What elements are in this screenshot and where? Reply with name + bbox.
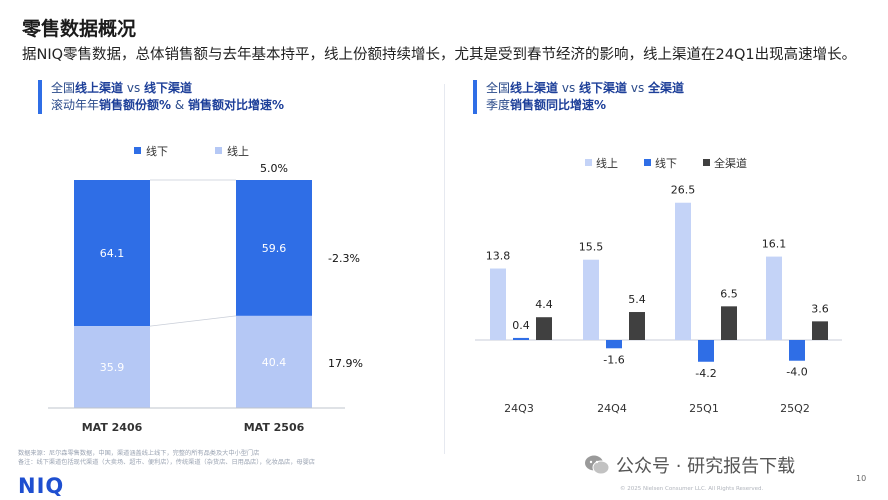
wechat-watermark: 公众号 · 研究报告下载 [584,452,795,478]
bar-0-3 [766,256,782,340]
legend-label-0: 线上 [596,156,618,170]
x-tick-2: 25Q1 [689,402,719,415]
legend-swatch-0 [134,147,141,154]
value-label-0-1: 15.5 [579,241,604,254]
bar-1-2 [698,340,714,362]
bar-1-0 [513,337,529,340]
right-chart-heading: 全国线上渠道 vs 线下渠道 vs 全渠道 季度销售额同比增速% [473,80,684,114]
x-tick-0: MAT 2406 [82,421,143,434]
copyright: © 2025 Nielsen Consumer LLC. All Rights … [620,486,764,492]
bar-2-1 [629,312,645,340]
page-number: 10 [856,474,867,483]
right-heading-line2: 季度销售额同比增速% [486,98,607,112]
label-online-0: 35.9 [100,361,125,374]
label-offline-0: 64.1 [100,247,125,260]
connector-split [149,315,237,327]
bar-offline-0 [74,180,150,327]
left-chart-heading: 全国线上渠道 vs 线下渠道 滚动年年销售额份额% & 销售额对比增速% [38,80,284,114]
growth-offline: -2.3% [328,252,360,265]
wechat-text: 公众号 · 研究报告下载 [616,456,796,477]
legend-swatch-1 [644,159,651,166]
panel-divider [444,84,445,454]
left-heading-line2: 滚动年年销售额份额% & 销售额对比增速% [51,98,285,112]
wechat-icon [585,455,610,475]
legend-label-1: 线上 [227,144,249,158]
value-label-0-0: 13.8 [486,250,511,263]
growth-online: 17.9% [328,357,363,370]
legend-swatch-2 [703,159,710,166]
footnote-line2: 备注：线下渠道包括现代渠道（大卖场、超市、便利店），传统渠道（杂货店、日用品店）… [18,459,315,466]
left-heading-line1: 全国线上渠道 vs 线下渠道 [51,81,193,95]
bar-0-0 [490,268,506,340]
x-tick-3: 25Q2 [780,402,810,415]
bar-1-1 [606,340,622,349]
value-label-1-2: -4.2 [695,367,716,380]
value-label-1-3: -4.0 [786,366,807,379]
label-offline-1: 59.6 [262,242,287,255]
legend-label-2: 全渠道 [714,156,747,170]
value-label-2-2: 6.5 [720,287,738,300]
footnote: 数据来源：尼尔森零售数据，中国，渠道涵盖线上线下，完整的所有品类及大中小型门店 … [18,449,438,467]
footnote-line1: 数据来源：尼尔森零售数据，中国，渠道涵盖线上线下，完整的所有品类及大中小型门店 [18,450,260,457]
growth-total: 5.0% [260,162,288,175]
value-label-2-1: 5.4 [628,293,646,306]
page-title: 零售数据概况 [22,18,137,40]
niq-logo: NIQ [18,474,65,498]
bar-2-0 [536,317,552,340]
bar-offline-1 [236,180,312,316]
bar-0-1 [583,259,599,340]
page-subtitle: 据NIQ零售数据，总体销售额与去年基本持平，线上份额持续增长，尤其是受到春节经济… [22,47,857,63]
right-heading-line1: 全国线上渠道 vs 线下渠道 vs 全渠道 [486,81,685,95]
x-tick-1: 24Q4 [597,402,627,415]
value-label-2-0: 4.4 [535,298,553,311]
legend-label-1: 线下 [655,156,677,170]
x-tick-1: MAT 2506 [244,421,305,434]
bar-1-3 [789,340,805,361]
value-label-0-2: 26.5 [671,184,696,197]
label-online-1: 40.4 [262,356,287,369]
legend-label-0: 线下 [146,144,168,158]
bar-online-1 [236,315,312,408]
bar-2-2 [721,306,737,340]
legend-swatch-1 [215,147,222,154]
legend-swatch-0 [585,159,592,166]
value-label-1-1: -1.6 [603,353,624,366]
value-label-2-3: 3.6 [811,302,829,315]
bar-online-0 [74,326,150,408]
value-label-0-3: 16.1 [762,238,787,251]
x-tick-0: 24Q3 [504,402,534,415]
bar-2-3 [812,321,828,340]
bar-0-2 [675,202,691,340]
value-label-1-0: 0.4 [512,319,530,332]
